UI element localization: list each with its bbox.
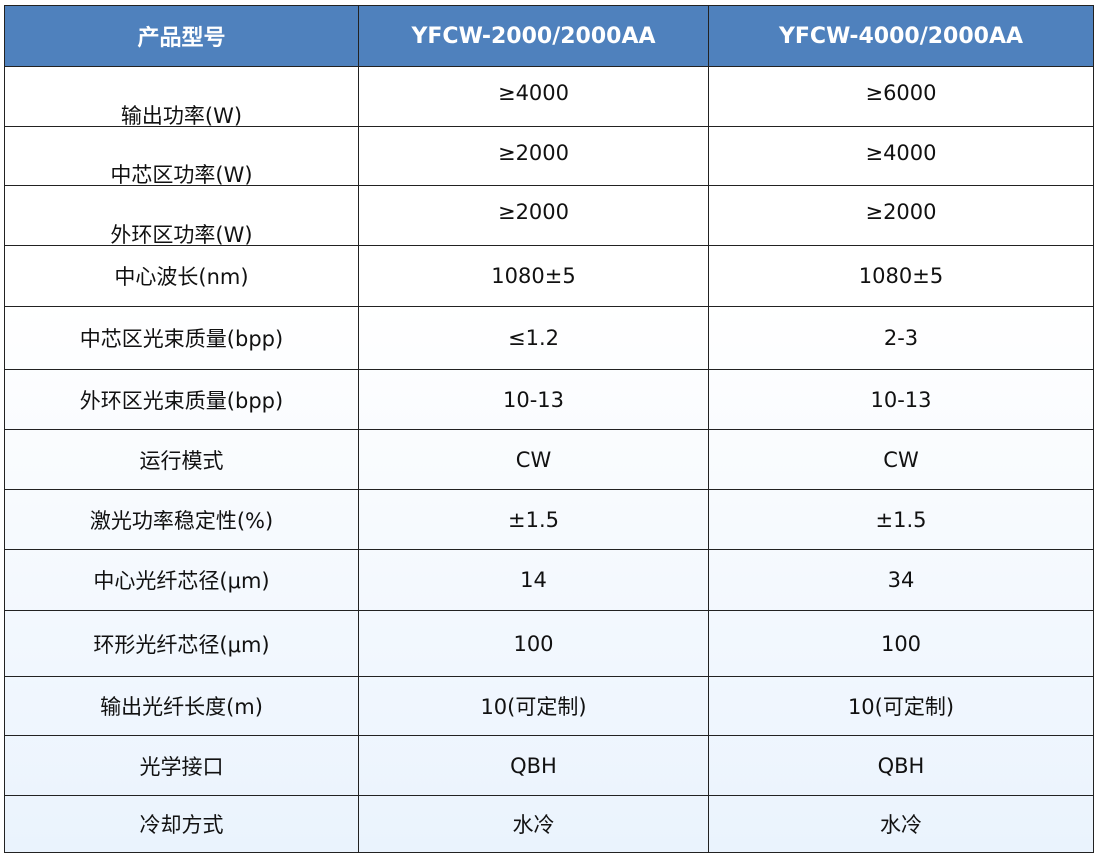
row-label-text: 外环区光束质量(bpp) [79,388,284,413]
row-label: 中芯区光束质量(bpp) [4,306,359,370]
value-model-1: 10(可定制) [358,676,709,736]
table-row: 冷却方式 水冷 水冷 [4,795,1094,853]
row-label: 冷却方式 [4,795,359,853]
row-label-text: 中芯区光束质量(bpp) [79,327,284,351]
row-label-text: 光学接口 [139,754,224,779]
spec-table: 产品型号 YFCW-2000/2000AA YFCW-4000/2000AA 输… [4,5,1094,853]
value-model-1: ≥4000 [358,66,709,127]
value-model-2: 水冷 [708,795,1094,853]
row-label: 输出光纤长度(m) [4,676,359,736]
row-label-text: 输出光纤长度(m) [100,695,263,719]
table-row: 中心光纤芯径(μm) 14 34 [4,549,1094,611]
value-model-1: CW [358,429,709,490]
value-model-1: 14 [358,549,709,611]
value-model-2: 34 [708,549,1094,611]
row-label: 中心光纤芯径(μm) [4,549,359,611]
value-model-1: ≥2000 [358,185,709,246]
row-label: 环形光纤芯径(μm) [4,610,359,677]
value-model-2: ±1.5 [708,489,1094,550]
header-model-1: YFCW-2000/2000AA [358,5,709,67]
row-label-text: 中心光纤芯径(μm) [93,569,270,593]
value-model-2: 10-13 [708,369,1094,430]
value-model-2: ≥6000 [708,66,1094,127]
value-model-2: ≥4000 [708,126,1094,186]
row-label: 外环区光束质量(bpp) [4,369,359,430]
table-row: 输出光纤长度(m) 10(可定制) 10(可定制) [4,676,1094,736]
value-model-1: 水冷 [358,795,709,853]
header-model-2: YFCW-4000/2000AA [708,5,1094,67]
header-row: 产品型号 YFCW-2000/2000AA YFCW-4000/2000AA [4,5,1094,67]
row-label: 中芯区功率(W) [4,126,359,187]
value-model-2: ≥2000 [708,185,1094,246]
table-row: 中芯区功率(W) ≥2000 ≥4000 [4,126,1094,187]
value-model-2: CW [708,429,1094,490]
table-row: 外环区光束质量(bpp) 10-13 10-13 [4,369,1094,430]
value-model-1: ±1.5 [358,489,709,550]
row-label: 激光功率稳定性(%) [4,489,359,550]
row-label-text: 激光功率稳定性(%) [89,508,274,533]
value-model-2: 100 [708,610,1094,677]
table-row: 光学接口 QBH QBH [4,735,1094,796]
value-model-1: ≤1.2 [358,306,709,370]
table-row: 环形光纤芯径(μm) 100 100 [4,610,1094,677]
value-model-2: QBH [708,735,1094,796]
row-label-text: 冷却方式 [139,813,224,837]
table-row: 运行模式 CW CW [4,429,1094,490]
table-row: 中心波长(nm) 1080±5 1080±5 [4,245,1094,307]
value-model-2: 10(可定制) [708,676,1094,736]
row-label-text: 运行模式 [139,448,224,473]
value-model-2: 1080±5 [708,245,1094,307]
table-row: 输出功率(W) ≥4000 ≥6000 [4,66,1094,128]
table-row: 激光功率稳定性(%) ±1.5 ±1.5 [4,489,1094,550]
value-model-1: QBH [358,735,709,796]
value-model-1: ≥2000 [358,126,709,186]
header-label: 产品型号 [4,5,359,67]
row-label: 中心波长(nm) [4,245,359,307]
row-label-text: 中芯区功率(W) [110,163,253,187]
row-label: 输出功率(W) [4,66,359,128]
row-label-text: 环形光纤芯径(μm) [93,632,270,657]
row-label-text: 输出功率(W) [120,104,243,128]
value-model-1: 10-13 [358,369,709,430]
table-row: 中芯区光束质量(bpp) ≤1.2 2-3 [4,306,1094,370]
row-label: 运行模式 [4,429,359,490]
value-model-1: 1080±5 [358,245,709,307]
row-label: 光学接口 [4,735,359,796]
value-model-1: 100 [358,610,709,677]
row-label-text: 外环区功率(W) [110,223,253,247]
value-model-2: 2-3 [708,306,1094,370]
table-row: 外环区功率(W) ≥2000 ≥2000 [4,185,1094,247]
row-label: 外环区功率(W) [4,185,359,247]
row-label-text: 中心波长(nm) [114,265,249,289]
